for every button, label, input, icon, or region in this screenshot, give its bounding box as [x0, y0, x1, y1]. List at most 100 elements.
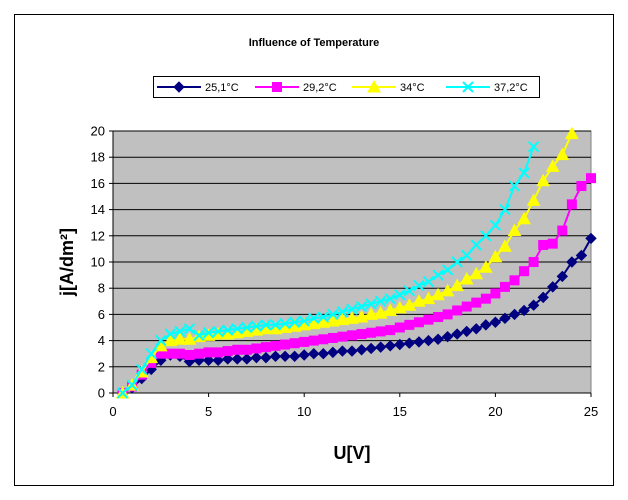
data-point-stroke: [279, 317, 291, 330]
data-point: [202, 354, 215, 366]
data-point: [241, 344, 252, 355]
data-point: [203, 347, 214, 358]
x-tick-label: 10: [297, 404, 311, 419]
data-point: [432, 333, 444, 345]
data-point: [566, 256, 578, 268]
data-point-stroke: [365, 298, 377, 310]
data-point-stroke: [508, 180, 521, 192]
data-point: [537, 291, 549, 304]
data-point-stroke: [462, 81, 474, 93]
data-point: [336, 345, 349, 357]
data-point: [280, 339, 291, 350]
data-point: [364, 307, 378, 320]
data-point: [536, 173, 551, 187]
data-point: [260, 351, 272, 364]
data-point-stroke: [174, 325, 186, 338]
legend-entry-4: 37,2°C: [446, 81, 528, 94]
data-point: [575, 249, 588, 262]
data-point: [384, 340, 396, 352]
data-point: [327, 346, 339, 359]
data-point: [403, 337, 416, 349]
data-point: [355, 344, 368, 356]
series-4: [116, 141, 540, 399]
legend-entries: 25,1°C 29,2°C 34°C 37,2°C: [157, 79, 528, 94]
data-point-stroke: [327, 308, 339, 321]
data-point: [471, 297, 482, 308]
data-point: [432, 269, 444, 281]
data-point: [270, 340, 281, 351]
data-point-stroke: [288, 316, 301, 328]
data-point: [299, 336, 310, 347]
data-point: [346, 303, 358, 315]
y-tick-label: 10: [91, 255, 105, 270]
data-point: [478, 260, 493, 273]
data-point-stroke: [250, 320, 263, 332]
data-point-stroke: [451, 256, 463, 268]
legend-entry-1: 25,1°C: [157, 81, 239, 94]
data-point: [489, 316, 502, 328]
data-point: [213, 347, 224, 358]
data-point-stroke: [394, 289, 406, 301]
data-point: [173, 81, 185, 93]
data-point-stroke: [145, 347, 157, 360]
data-point: [555, 147, 570, 161]
data-point: [272, 82, 282, 92]
data-point: [480, 319, 492, 331]
y-tick-label: 18: [91, 150, 105, 165]
data-point: [326, 313, 340, 327]
data-point: [451, 328, 463, 340]
data-point: [433, 312, 444, 323]
legend-label: 29,2°C: [303, 82, 337, 94]
data-point: [182, 332, 197, 345]
data-point-stroke: [183, 323, 196, 335]
data-point: [507, 223, 522, 237]
y-tick-label: 4: [98, 333, 105, 348]
data-point-stroke: [212, 325, 224, 338]
data-point: [355, 300, 368, 313]
data-point-stroke: [135, 363, 148, 376]
data-point: [308, 347, 320, 360]
data-point: [279, 350, 291, 363]
data-point: [317, 347, 330, 360]
data-point: [345, 311, 359, 324]
data-point: [452, 305, 463, 316]
data-point-stroke: [480, 230, 492, 242]
data-point: [231, 323, 243, 335]
y-tick-label: 16: [91, 176, 105, 191]
data-point: [470, 239, 482, 251]
data-point: [279, 317, 291, 330]
data-point: [337, 331, 348, 342]
data-point: [442, 309, 453, 320]
data-point: [383, 303, 398, 316]
data-point: [385, 325, 396, 336]
data-point: [441, 264, 454, 276]
data-point-stroke: [202, 327, 215, 339]
data-point: [202, 327, 215, 339]
data-point-stroke: [116, 387, 129, 399]
data-point: [519, 266, 530, 277]
data-point: [526, 193, 541, 206]
data-point: [422, 275, 435, 288]
data-point-stroke: [413, 279, 425, 292]
data-point: [518, 167, 530, 179]
data-point: [241, 353, 253, 365]
data-point: [232, 344, 243, 355]
data-point-stroke: [470, 239, 482, 251]
data-point-stroke: [269, 319, 282, 331]
data-point: [518, 304, 530, 317]
data-point: [517, 211, 531, 225]
data-point-stroke: [403, 285, 416, 297]
data-point: [375, 326, 386, 337]
data-point: [347, 330, 357, 341]
data-point: [462, 81, 474, 93]
y-axis-title: j[A/dm²]: [57, 228, 77, 297]
data-point: [212, 354, 224, 366]
data-point: [250, 320, 263, 332]
data-point: [499, 203, 511, 216]
data-point: [183, 323, 196, 335]
data-point: [317, 311, 330, 323]
data-point-stroke: [222, 324, 234, 336]
data-point-stroke: [231, 323, 243, 335]
legend-entry-2: 29,2°C: [255, 82, 337, 94]
